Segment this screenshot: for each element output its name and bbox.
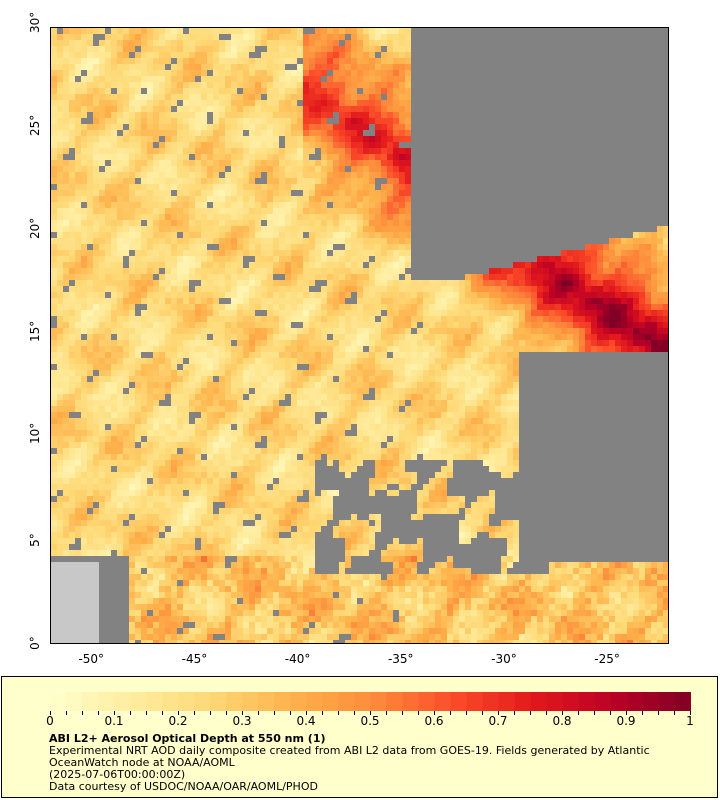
colorbar-segment — [178, 692, 195, 711]
aod-map — [50, 27, 669, 644]
longitude-tick: -45° — [181, 652, 208, 666]
colorbar — [50, 692, 691, 711]
colorbar-label: 1 — [686, 714, 694, 728]
map-date: (2025-07-06T00:00:00Z) — [49, 768, 186, 781]
colorbar-segment — [498, 692, 516, 711]
longitude-tick: -25° — [594, 652, 620, 666]
colorbar-label: 0.5 — [360, 714, 380, 728]
colorbar-label: 0.1 — [104, 714, 124, 728]
colorbar-segment — [290, 692, 307, 711]
colorbar-segment — [98, 692, 115, 711]
latitude-tick: 10° — [28, 423, 42, 445]
colorbar-label: 0.7 — [488, 714, 508, 728]
colorbar-segment — [322, 692, 339, 711]
latitude-tick: 0° — [28, 636, 42, 650]
colorbar-segment — [114, 692, 131, 711]
colorbar-segment — [370, 692, 388, 711]
colorbar-segment — [194, 692, 211, 711]
colorbar-label: 0.6 — [424, 714, 444, 728]
colorbar-segment — [642, 692, 660, 711]
colorbar-segment — [274, 692, 291, 711]
colorbar-segment — [338, 692, 355, 711]
map-title: ABI L2+ Aerosol Optical Depth at 550 nm … — [49, 732, 326, 745]
colorbar-label: 0.3 — [232, 714, 252, 728]
colorbar-segment — [306, 692, 323, 711]
latitude-tick: 30° — [28, 11, 42, 33]
colorbar-segment — [562, 692, 580, 711]
colorbar-segment — [530, 692, 548, 711]
colorbar-panel: 0 0.1 0.2 0.3 0.4 0.5 0.6 0.7 0.8 0.9 1 ABI L2+ Ae… — [1, 676, 718, 798]
colorbar-segment — [626, 692, 644, 711]
map-description: Experimental NRT AOD daily composite cre… — [49, 744, 650, 769]
data-credit: Data courtesy of USDOC/NOAA/OAR/AOML/PHO… — [49, 780, 318, 793]
colorbar-segment — [50, 692, 67, 711]
colorbar-segment — [402, 692, 420, 711]
colorbar-segment — [594, 692, 612, 711]
colorbar-segment — [674, 692, 691, 711]
colorbar-label: 0.9 — [616, 714, 636, 728]
colorbar-segment — [386, 692, 404, 711]
colorbar-segment — [610, 692, 628, 711]
colorbar-segment — [546, 692, 564, 711]
colorbar-segment — [242, 692, 259, 711]
latitude-tick: 25° — [28, 114, 42, 136]
colorbar-segment — [146, 692, 163, 711]
colorbar-label: 0.2 — [168, 714, 188, 728]
colorbar-label: 0.8 — [552, 714, 572, 728]
latitude-tick: 15° — [28, 320, 42, 342]
colorbar-segment — [210, 692, 227, 711]
colorbar-segment — [226, 692, 243, 711]
colorbar-segment — [354, 692, 371, 711]
colorbar-segment — [418, 692, 436, 711]
colorbar-segment — [658, 692, 676, 711]
latitude-tick: 20° — [28, 217, 42, 239]
colorbar-segment — [162, 692, 179, 711]
colorbar-ticks — [50, 711, 691, 715]
colorbar-segment — [434, 692, 452, 711]
colorbar-segment — [130, 692, 147, 711]
longitude-tick: -40° — [284, 652, 311, 666]
aod-field — [51, 28, 668, 643]
colorbar-segment — [466, 692, 484, 711]
colorbar-label: 0.4 — [296, 714, 316, 728]
longitude-tick: -30° — [491, 652, 517, 666]
longitude-tick: -35° — [387, 652, 414, 666]
colorbar-segment — [450, 692, 468, 711]
colorbar-segment — [482, 692, 500, 711]
colorbar-segment — [578, 692, 596, 711]
colorbar-label: 0 — [46, 714, 54, 728]
colorbar-segment — [514, 692, 532, 711]
latitude-tick: 5° — [28, 533, 42, 547]
colorbar-segment — [258, 692, 275, 711]
colorbar-segment — [82, 692, 99, 711]
longitude-tick: -50° — [78, 652, 105, 666]
colorbar-segment — [66, 692, 83, 711]
